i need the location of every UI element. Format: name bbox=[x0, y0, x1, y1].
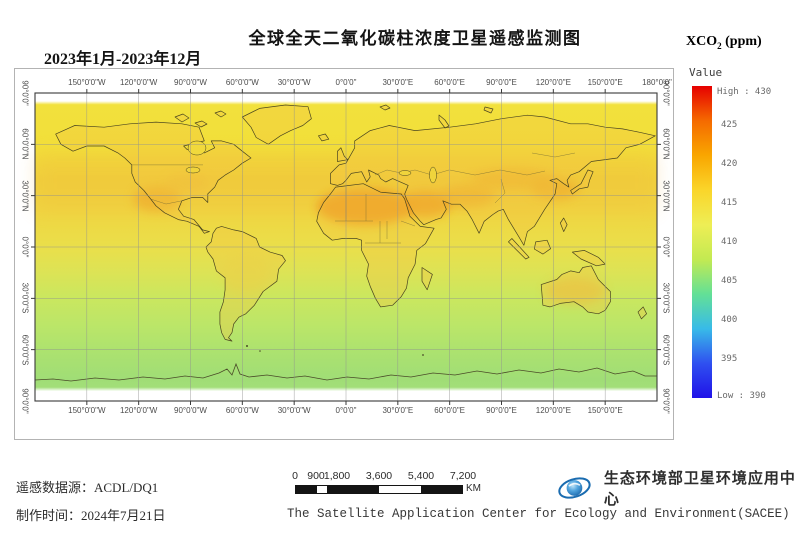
world-xco2-map bbox=[31, 89, 661, 405]
continents bbox=[55, 104, 656, 342]
longitude-label: 0°0'0" bbox=[335, 406, 357, 415]
legend-tick: 395 bbox=[721, 354, 738, 364]
legend-tick: 425 bbox=[721, 120, 738, 130]
longitude-label: 90°0'0"W bbox=[174, 78, 207, 87]
longitude-label: 60°0'0"E bbox=[434, 78, 466, 87]
organization-name-cn: 生态环境部卫星环境应用中心 bbox=[603, 471, 796, 508]
scalebar-labels: 0 900 1,800 3,600 5,400 7,200 bbox=[292, 470, 476, 483]
legend-tick: 420 bbox=[721, 159, 738, 169]
latitude-label: 0°0'0" bbox=[661, 236, 671, 258]
legend-tick: 400 bbox=[721, 315, 738, 325]
latitude-label: 60°0'0"N bbox=[20, 128, 30, 160]
map-frame bbox=[34, 92, 658, 402]
organization-name-en: The Satellite Application Center for Eco… bbox=[287, 507, 790, 521]
longitude-label: 60°0'0"W bbox=[225, 78, 259, 87]
longitude-label: 30°0'0"W bbox=[277, 406, 311, 415]
longitude-label: 90°0'0"E bbox=[486, 78, 517, 87]
longitude-label: 60°0'0"W bbox=[225, 406, 259, 415]
subantarctic-islands bbox=[246, 345, 424, 356]
production-date-label: 制作时间：2024年7月21日 bbox=[16, 508, 166, 523]
scalebar-unit-label: KM bbox=[466, 483, 481, 494]
legend-colorbar bbox=[692, 86, 712, 398]
map-panel: 150°0'0"W 120°0'0"W 90°0'0"W 60°0'0"W 30°0'0… bbox=[14, 68, 674, 440]
latitude-label: 90°0'0" bbox=[20, 80, 30, 106]
data-source-label: 遥感数据源：ACDL/DQ1 bbox=[16, 480, 159, 495]
latitude-label: 60°0'0"S bbox=[20, 334, 30, 366]
latitude-label: 60°0'0"S bbox=[661, 334, 671, 366]
latitude-label: 60°0'0"N bbox=[661, 128, 671, 160]
scalebar-segment bbox=[379, 486, 421, 493]
scalebar-bar bbox=[295, 485, 463, 494]
colorbar-legend: XCO2 (ppm) Value High : 430 Low : 390 42… bbox=[684, 30, 806, 420]
longitude-label: 150°0'0"W bbox=[68, 406, 106, 415]
scalebar-distance-label: 5,400 bbox=[407, 470, 435, 482]
scalebar-segment bbox=[316, 486, 328, 493]
legend-high-label: High : 430 bbox=[717, 87, 772, 97]
latitude-label: 30°0'0"S bbox=[661, 282, 671, 314]
latitude-label: 0°0'0" bbox=[20, 236, 30, 258]
date-range-label: 2023年1月-2023年12月 bbox=[44, 51, 202, 68]
latitude-label: 90°0'0" bbox=[661, 80, 671, 106]
longitude-label: 30°0'0"E bbox=[382, 78, 414, 87]
longitude-label: 180°0'0" bbox=[642, 78, 672, 87]
page-title: 全球全天二氧化碳柱浓度卫星遥感监测图 bbox=[248, 29, 582, 48]
scalebar-distance-label: 7,200 bbox=[449, 470, 477, 482]
antarctic-coastline bbox=[34, 362, 657, 382]
longitude-label: 150°0'0"E bbox=[587, 406, 623, 415]
legend-tick: 415 bbox=[721, 198, 738, 208]
scalebar-segment bbox=[327, 486, 379, 493]
longitude-label: 90°0'0"W bbox=[174, 406, 207, 415]
longitude-label: 120°0'0"W bbox=[119, 78, 158, 87]
longitude-label: 150°0'0"W bbox=[68, 78, 106, 87]
latitude-label: 30°0'0"N bbox=[661, 180, 671, 212]
scalebar-segment bbox=[420, 486, 462, 493]
scalebar-segment bbox=[296, 486, 317, 493]
legend-tick: 410 bbox=[721, 237, 738, 247]
longitude-label: 120°0'0"W bbox=[119, 406, 158, 415]
longitude-label: 120°0'0"E bbox=[535, 78, 571, 87]
longitude-label: 0°0'0" bbox=[335, 78, 357, 87]
longitude-label: 30°0'0"W bbox=[277, 78, 311, 87]
scalebar-distance-label: 1,800 bbox=[323, 470, 351, 482]
longitude-label: 90°0'0"E bbox=[486, 406, 517, 415]
legend-value-label: Value bbox=[689, 66, 723, 79]
longitude-label: 150°0'0"E bbox=[587, 78, 623, 87]
latitude-label: 90°0'0" bbox=[20, 388, 30, 414]
frame-ticks bbox=[31, 89, 661, 405]
latitude-label: 90°0'0" bbox=[661, 388, 671, 414]
longitude-label: 60°0'0"E bbox=[434, 406, 466, 415]
longitude-label: 30°0'0"E bbox=[382, 406, 414, 415]
latitude-label: 30°0'0"N bbox=[20, 180, 30, 212]
graticule bbox=[35, 93, 657, 401]
latitude-label: 30°0'0"S bbox=[20, 282, 30, 314]
scalebar-distance-label: 900 bbox=[307, 470, 325, 482]
scalebar-distance-label: 3,600 bbox=[365, 470, 393, 482]
sacee-logo bbox=[558, 477, 591, 499]
scalebar-distance-label: 0 bbox=[292, 470, 298, 482]
legend-low-label: Low : 390 bbox=[717, 391, 766, 401]
scalebar: 0 900 1,800 3,600 5,400 7,200 KM bbox=[292, 470, 481, 494]
organization: 生态环境部卫星环境应用中心 bbox=[556, 467, 806, 509]
longitude-label: 120°0'0"E bbox=[535, 406, 571, 415]
legend-tick: 405 bbox=[721, 276, 738, 286]
legend-title: XCO2 (ppm) bbox=[686, 34, 762, 51]
